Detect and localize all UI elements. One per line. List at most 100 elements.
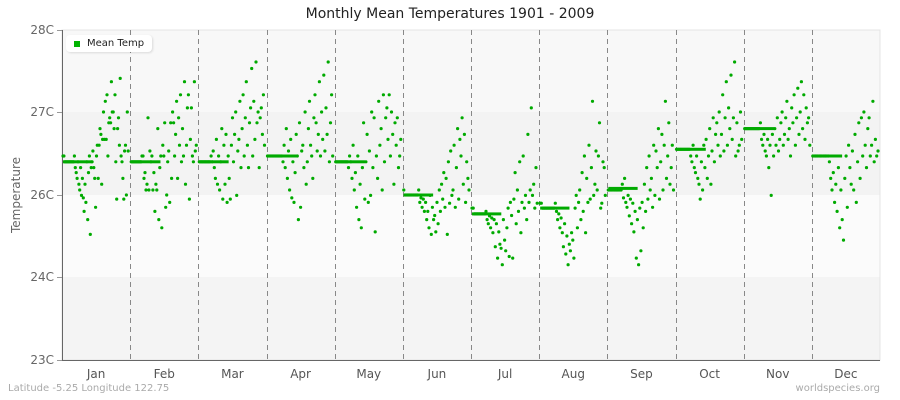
data-point: [803, 137, 807, 141]
data-point: [514, 222, 518, 226]
data-point: [449, 149, 453, 153]
data-point: [371, 166, 375, 170]
data-point: [620, 182, 624, 186]
data-point: [173, 154, 177, 158]
data-point: [601, 160, 605, 164]
data-point: [529, 106, 533, 110]
data-point: [293, 171, 297, 175]
data-point: [322, 73, 326, 77]
data-point: [310, 154, 314, 158]
data-point: [194, 143, 198, 147]
x-tick-label: Mar: [221, 367, 244, 381]
data-point: [866, 127, 870, 131]
data-point: [640, 200, 644, 204]
data-point: [798, 110, 802, 114]
data-point: [568, 249, 573, 253]
data-point: [594, 149, 598, 153]
data-point: [792, 93, 796, 97]
data-point: [115, 197, 119, 201]
data-point: [358, 182, 362, 186]
data-point: [75, 176, 79, 180]
x-tick-label: Nov: [766, 367, 789, 381]
data-point: [104, 137, 108, 141]
data-point: [738, 110, 743, 114]
data-point: [706, 154, 711, 158]
data-point: [250, 66, 254, 71]
data-point: [560, 231, 564, 235]
data-point: [303, 110, 307, 114]
data-point: [167, 149, 171, 153]
data-point: [396, 166, 401, 170]
data-point: [421, 197, 425, 201]
data-point: [651, 205, 655, 209]
data-point: [625, 205, 629, 209]
data-point: [425, 218, 429, 222]
data-point: [557, 212, 561, 216]
data-point: [786, 137, 790, 141]
data-point: [93, 176, 97, 180]
data-point: [630, 222, 634, 226]
data-point: [456, 127, 460, 131]
data-point: [453, 205, 457, 209]
data-point: [661, 188, 665, 192]
data-point: [326, 60, 330, 64]
data-point: [353, 171, 357, 175]
data-point: [793, 143, 798, 147]
data-point: [781, 143, 785, 147]
data-point: [151, 188, 155, 192]
data-point: [362, 121, 366, 125]
data-point: [177, 143, 182, 147]
data-point: [791, 121, 795, 125]
data-point: [559, 216, 563, 220]
data-point: [193, 149, 197, 153]
data-point: [429, 232, 433, 236]
data-point: [570, 231, 574, 235]
data-point: [848, 166, 852, 170]
data-point: [245, 143, 249, 147]
data-point: [440, 182, 444, 186]
data-point: [710, 149, 714, 153]
data-point: [836, 166, 841, 170]
data-point: [663, 99, 668, 103]
data-point: [464, 200, 468, 204]
data-point: [843, 176, 847, 180]
data-point: [769, 193, 773, 197]
y-tick-label: 27C: [30, 105, 54, 119]
data-point: [807, 116, 811, 120]
data-point: [365, 132, 369, 136]
data-point: [689, 154, 693, 158]
legend[interactable]: Mean Temp: [66, 35, 153, 52]
data-point: [122, 197, 126, 201]
data-point: [357, 218, 361, 222]
data-point: [251, 154, 255, 158]
data-point: [857, 121, 861, 125]
data-point: [461, 182, 465, 186]
data-point: [324, 106, 328, 110]
data-point: [81, 196, 85, 200]
data-point: [827, 160, 832, 164]
data-point: [871, 99, 875, 103]
data-point: [466, 176, 470, 180]
x-tick-label: Aug: [562, 367, 585, 381]
data-point: [460, 116, 464, 120]
data-point: [159, 154, 163, 158]
data-point: [215, 182, 220, 186]
data-point: [255, 121, 259, 125]
data-point: [462, 132, 466, 136]
data-point: [445, 232, 449, 236]
data-point: [737, 143, 741, 147]
data-point: [518, 160, 522, 164]
data-point: [393, 121, 397, 125]
data-point: [498, 242, 502, 246]
data-point: [734, 154, 738, 158]
data-point: [190, 154, 194, 158]
data-point: [702, 143, 706, 147]
data-point: [723, 116, 727, 120]
mean-bar: [199, 160, 229, 164]
data-point: [288, 188, 292, 192]
data-point: [510, 213, 514, 218]
data-point: [779, 121, 783, 125]
data-point: [257, 166, 261, 170]
data-point: [420, 205, 424, 209]
